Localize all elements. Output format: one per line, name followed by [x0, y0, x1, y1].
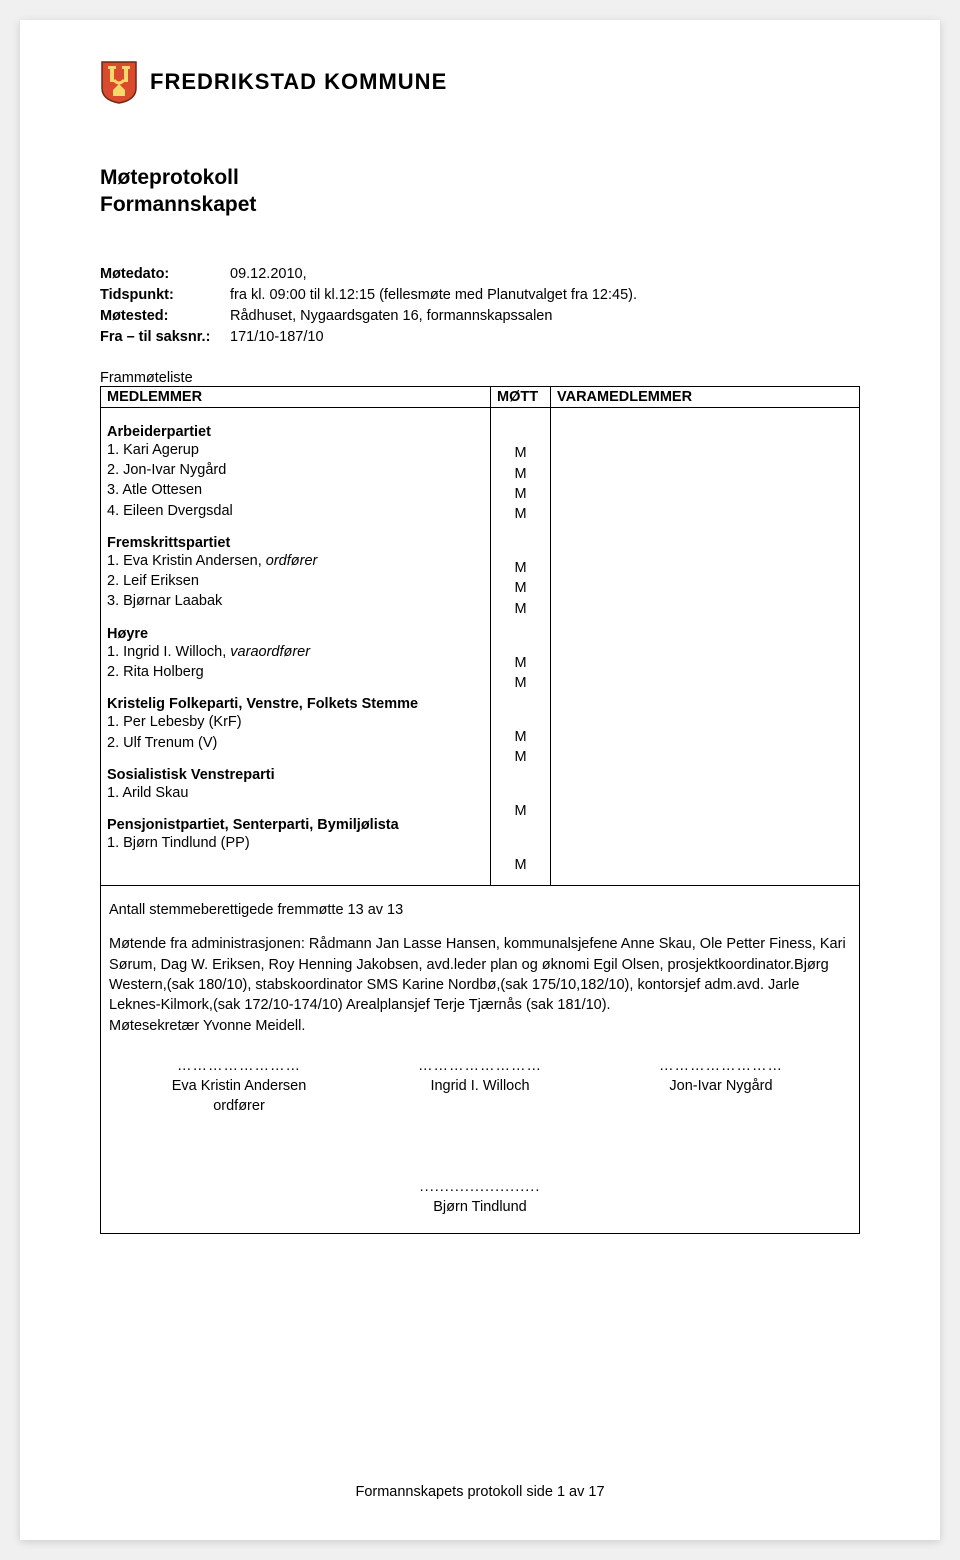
- attendance-notes: Antall stemmeberettigede fremmøtte 13 av…: [100, 886, 860, 1234]
- meta-value-place: Rådhuset, Nygaardsgaten 16, formannskaps…: [230, 306, 860, 327]
- member-row: 3. Bjørnar Laabak: [107, 591, 484, 611]
- member-row: 2. Jon-Ivar Nygård: [107, 460, 484, 480]
- signature-block-single: ........................ Bjørn Tindlund: [109, 1177, 851, 1218]
- header: FREDRIKSTAD KOMMUNE: [100, 60, 860, 104]
- member-row: 2. Leif Eriksen: [107, 571, 484, 591]
- org-name: FREDRIKSTAD KOMMUNE: [150, 69, 447, 95]
- signature-dots: ……………………: [139, 1056, 339, 1076]
- signature-block: …………………… Ingrid I. Willoch: [380, 1056, 580, 1117]
- member-row: 2. Rita Holberg: [107, 662, 484, 682]
- attended-mark: M: [493, 443, 548, 463]
- members-column: Arbeiderpartiet 1. Kari Agerup 2. Jon-Iv…: [101, 408, 491, 885]
- party-kvf: Kristelig Folkeparti, Venstre, Folkets S…: [107, 696, 484, 712]
- meta-value-date: 09.12.2010,: [230, 264, 860, 285]
- header-members: MEDLEMMER: [101, 387, 491, 407]
- party-frp: Fremskrittspartiet: [107, 535, 484, 551]
- title-line-1: Møteprotokoll: [100, 164, 860, 191]
- signature-block: …………………… Eva Kristin Andersen ordfører: [139, 1056, 339, 1117]
- page-footer: Formannskapets protokoll side 1 av 17: [20, 1484, 940, 1500]
- deputies-column: [551, 408, 859, 885]
- attended-mark: M: [493, 653, 548, 673]
- signature-dots: ……………………: [380, 1056, 580, 1076]
- attended-mark: M: [493, 727, 548, 747]
- attended-mark: M: [493, 464, 548, 484]
- attended-mark: M: [493, 599, 548, 619]
- signature-title: ordfører: [139, 1096, 339, 1116]
- member-row: 1. Eva Kristin Andersen, ordfører: [107, 551, 484, 571]
- attendance-list-label: Frammøteliste: [100, 370, 860, 386]
- attendance-table-body: Arbeiderpartiet 1. Kari Agerup 2. Jon-Iv…: [100, 408, 860, 886]
- vote-count: Antall stemmeberettigede fremmøtte 13 av…: [109, 900, 851, 920]
- attended-mark: M: [493, 558, 548, 578]
- crest-icon: [100, 60, 138, 104]
- member-row: 1. Ingrid I. Willoch, varaordfører: [107, 642, 484, 662]
- document-page: FREDRIKSTAD KOMMUNE Møteprotokoll Forman…: [20, 20, 940, 1540]
- party-ap: Arbeiderpartiet: [107, 424, 484, 440]
- meeting-meta: Møtedato: 09.12.2010, Tidspunkt: fra kl.…: [100, 264, 860, 348]
- signature-dots: ........................: [109, 1177, 851, 1197]
- header-attended: MØTT: [491, 387, 551, 407]
- meta-label-caseno: Fra – til saksnr.:: [100, 327, 230, 348]
- attendance-table-header: MEDLEMMER MØTT VARAMEDLEMMER: [100, 386, 860, 408]
- attended-mark: M: [493, 801, 548, 821]
- member-row: 1. Arild Skau: [107, 783, 484, 803]
- signature-name: Eva Kristin Andersen: [139, 1076, 339, 1096]
- attended-mark: M: [493, 673, 548, 693]
- signature-block: …………………… Jon-Ivar Nygård: [621, 1056, 821, 1117]
- header-deputies: VARAMEDLEMMER: [551, 387, 859, 407]
- title-line-2: Formannskapet: [100, 191, 860, 218]
- admin-attendees: Møtende fra administrasjonen: Rådmann Ja…: [109, 934, 851, 1035]
- attended-mark: M: [493, 504, 548, 524]
- party-sv: Sosialistisk Venstreparti: [107, 767, 484, 783]
- attended-mark: M: [493, 747, 548, 767]
- signature-name: Ingrid I. Willoch: [380, 1076, 580, 1096]
- member-row: 4. Eileen Dvergsdal: [107, 501, 484, 521]
- meta-value-caseno: 171/10-187/10: [230, 327, 860, 348]
- member-row: 2. Ulf Trenum (V): [107, 733, 484, 753]
- attended-column: M M M M M M M M M M M M M: [491, 408, 551, 885]
- meta-value-time: fra kl. 09:00 til kl.12:15 (fellesmøte m…: [230, 285, 860, 306]
- party-h: Høyre: [107, 626, 484, 642]
- member-row: 1. Kari Agerup: [107, 440, 484, 460]
- meta-label-date: Møtedato:: [100, 264, 230, 285]
- member-row: 1. Bjørn Tindlund (PP): [107, 833, 484, 853]
- meta-label-time: Tidspunkt:: [100, 285, 230, 306]
- signature-dots: ……………………: [621, 1056, 821, 1076]
- document-title: Møteprotokoll Formannskapet: [100, 164, 860, 219]
- attended-mark: M: [493, 855, 548, 875]
- signature-row: …………………… Eva Kristin Andersen ordfører ……: [139, 1056, 821, 1117]
- signature-name: Jon-Ivar Nygård: [621, 1076, 821, 1096]
- attended-mark: M: [493, 578, 548, 598]
- meta-label-place: Møtested:: [100, 306, 230, 327]
- signature-name: Bjørn Tindlund: [109, 1197, 851, 1217]
- party-psb: Pensjonistpartiet, Senterparti, Bymiljøl…: [107, 817, 484, 833]
- member-row: 3. Atle Ottesen: [107, 480, 484, 500]
- attended-mark: M: [493, 484, 548, 504]
- member-row: 1. Per Lebesby (KrF): [107, 712, 484, 732]
